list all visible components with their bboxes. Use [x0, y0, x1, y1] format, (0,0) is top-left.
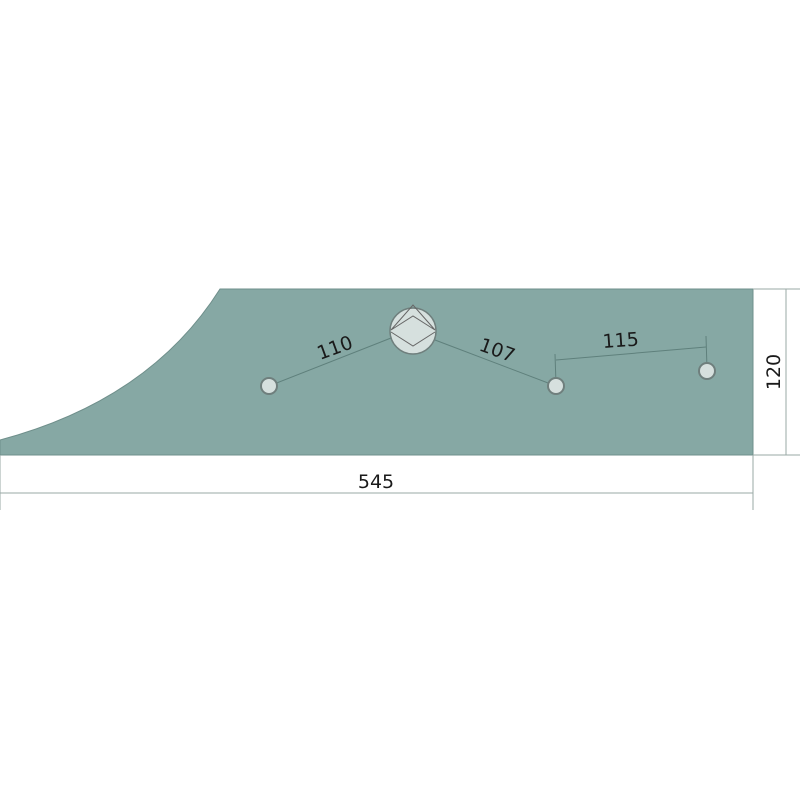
dimension-line-110	[268, 337, 392, 387]
label-545: 545	[358, 471, 394, 493]
center-hole	[389, 304, 437, 355]
bolt-hole	[698, 362, 716, 380]
plate-body	[0, 288, 754, 456]
dimension-line-107	[434, 339, 557, 387]
label-120: 120	[763, 354, 785, 390]
label-115: 115	[602, 329, 640, 353]
bolt-hole	[547, 377, 565, 395]
bolt-hole	[260, 377, 278, 395]
dimension-line-115	[555, 346, 707, 361]
